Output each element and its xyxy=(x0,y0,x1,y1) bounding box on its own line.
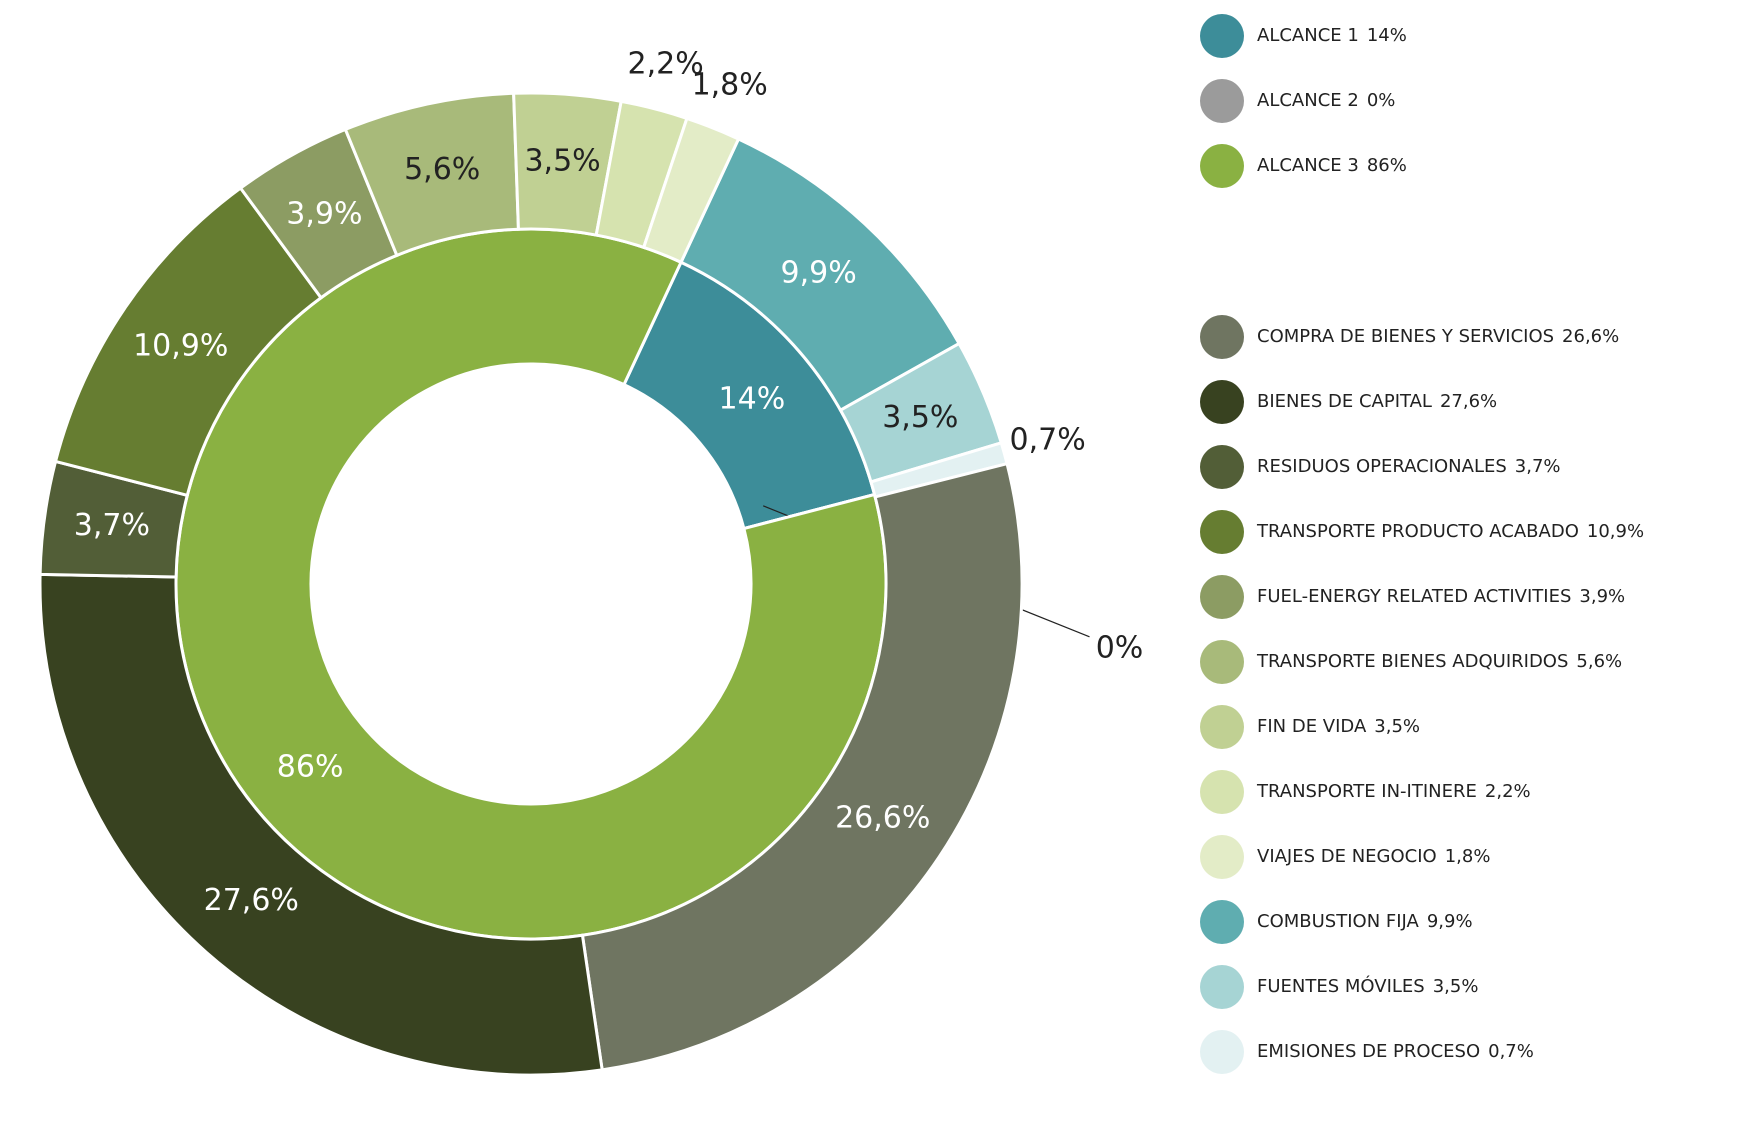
legend-name: ALCANCE 1 xyxy=(1257,25,1359,46)
legend-label: TRANSPORTE IN-ITINERE 2,2% xyxy=(1256,781,1531,802)
legend-name: TRANSPORTE PRODUCTO ACABADO xyxy=(1256,521,1579,542)
legend-label: COMBUSTION FIJA 9,9% xyxy=(1257,911,1473,932)
legend-swatch xyxy=(1200,575,1244,619)
legend-label: ALCANCE 1 14% xyxy=(1257,25,1407,46)
legend-swatch xyxy=(1200,380,1244,424)
legend-value: 5,6% xyxy=(1576,651,1622,672)
legend-name: COMBUSTION FIJA xyxy=(1257,911,1420,932)
legend-swatch xyxy=(1200,144,1244,188)
legend-name: BIENES DE CAPITAL xyxy=(1257,391,1432,412)
outer-label: 5,6% xyxy=(404,152,480,187)
legend-name: ALCANCE 2 xyxy=(1257,90,1359,111)
legend-swatch xyxy=(1200,14,1244,58)
legend-label: ALCANCE 2 0% xyxy=(1257,90,1395,111)
legend-value: 2,2% xyxy=(1485,781,1531,802)
inner-label: 86% xyxy=(277,750,344,785)
legend-value: 3,9% xyxy=(1579,586,1625,607)
outer-segment xyxy=(641,116,741,265)
legend-label: EMISIONES DE PROCESO 0,7% xyxy=(1257,1041,1534,1062)
outer-label: 0,7% xyxy=(1010,423,1086,458)
legend-label: COMPRA DE BIENES Y SERVICIOS 26,6% xyxy=(1257,326,1619,347)
legend-swatch xyxy=(1200,835,1244,879)
legend-value: 86% xyxy=(1367,155,1407,176)
legend-label: RESIDUOS OPERACIONALES 3,7% xyxy=(1257,456,1561,477)
legend-name: FUEL-ENERGY RELATED ACTIVITIES xyxy=(1257,586,1571,607)
legend-value: 3,5% xyxy=(1433,976,1479,997)
inner-label: 0% xyxy=(1096,630,1144,665)
legend-name: TRANSPORTE BIENES ADQUIRIDOS xyxy=(1256,651,1568,672)
outer-segment xyxy=(580,461,1024,1072)
legend-value: 26,6% xyxy=(1562,326,1619,347)
outer-label: 27,6% xyxy=(204,883,299,918)
legend-name: VIAJES DE NEGOCIO xyxy=(1257,846,1437,867)
legend-name: EMISIONES DE PROCESO xyxy=(1257,1041,1480,1062)
legend-label: ALCANCE 3 86% xyxy=(1257,155,1407,176)
outer-label: 3,5% xyxy=(524,144,600,179)
legend-label: FUENTES MÓVILES 3,5% xyxy=(1257,975,1478,997)
legend-value: 3,5% xyxy=(1374,716,1420,737)
legend-label: TRANSPORTE BIENES ADQUIRIDOS 5,6% xyxy=(1256,651,1622,672)
outer-label: 26,6% xyxy=(835,800,930,835)
outer-label: 10,9% xyxy=(133,328,228,363)
inner-label: 14% xyxy=(719,381,786,416)
legend-value: 9,9% xyxy=(1427,911,1473,932)
legend-swatch xyxy=(1200,315,1244,359)
legend-name: TRANSPORTE IN-ITINERE xyxy=(1256,781,1477,802)
legend-swatch xyxy=(1200,445,1244,489)
outer-label: 1,8% xyxy=(692,68,768,103)
legend-label: FUEL-ENERGY RELATED ACTIVITIES 3,9% xyxy=(1257,586,1625,607)
outer-label: 3,7% xyxy=(74,508,150,543)
outer-segment xyxy=(38,572,604,1077)
legend-swatch xyxy=(1200,79,1244,123)
legend-value: 10,9% xyxy=(1587,521,1644,542)
legend-swatch xyxy=(1200,1030,1244,1074)
legend-value: 14% xyxy=(1367,25,1407,46)
legend-swatch xyxy=(1200,510,1244,554)
outer-label: 2,2% xyxy=(628,47,704,82)
legend-label: BIENES DE CAPITAL 27,6% xyxy=(1257,391,1497,412)
legend-swatch xyxy=(1200,965,1244,1009)
legend-name: ALCANCE 3 xyxy=(1257,155,1359,176)
legend-name: FIN DE VIDA xyxy=(1257,716,1367,737)
legend-label: VIAJES DE NEGOCIO 1,8% xyxy=(1257,846,1490,867)
legend-swatch xyxy=(1200,640,1244,684)
legend-swatch xyxy=(1200,705,1244,749)
legend-swatch xyxy=(1200,900,1244,944)
legend-label: FIN DE VIDA 3,5% xyxy=(1257,716,1420,737)
legend-value: 0,7% xyxy=(1488,1041,1534,1062)
legend-name: COMPRA DE BIENES Y SERVICIOS xyxy=(1257,326,1554,347)
outer-label: 3,9% xyxy=(286,196,362,231)
legend-value: 27,6% xyxy=(1440,391,1497,412)
outer-label: 9,9% xyxy=(780,255,856,290)
outer-label: 3,5% xyxy=(882,400,958,435)
legend-name: RESIDUOS OPERACIONALES xyxy=(1257,456,1507,477)
legend-label: TRANSPORTE PRODUCTO ACABADO 10,9% xyxy=(1256,521,1644,542)
legend-value: 1,8% xyxy=(1445,846,1491,867)
legend-name: FUENTES MÓVILES xyxy=(1257,975,1425,997)
legend-value: 3,7% xyxy=(1515,456,1561,477)
legend-value: 0% xyxy=(1367,90,1396,111)
legend-swatch xyxy=(1200,770,1244,814)
